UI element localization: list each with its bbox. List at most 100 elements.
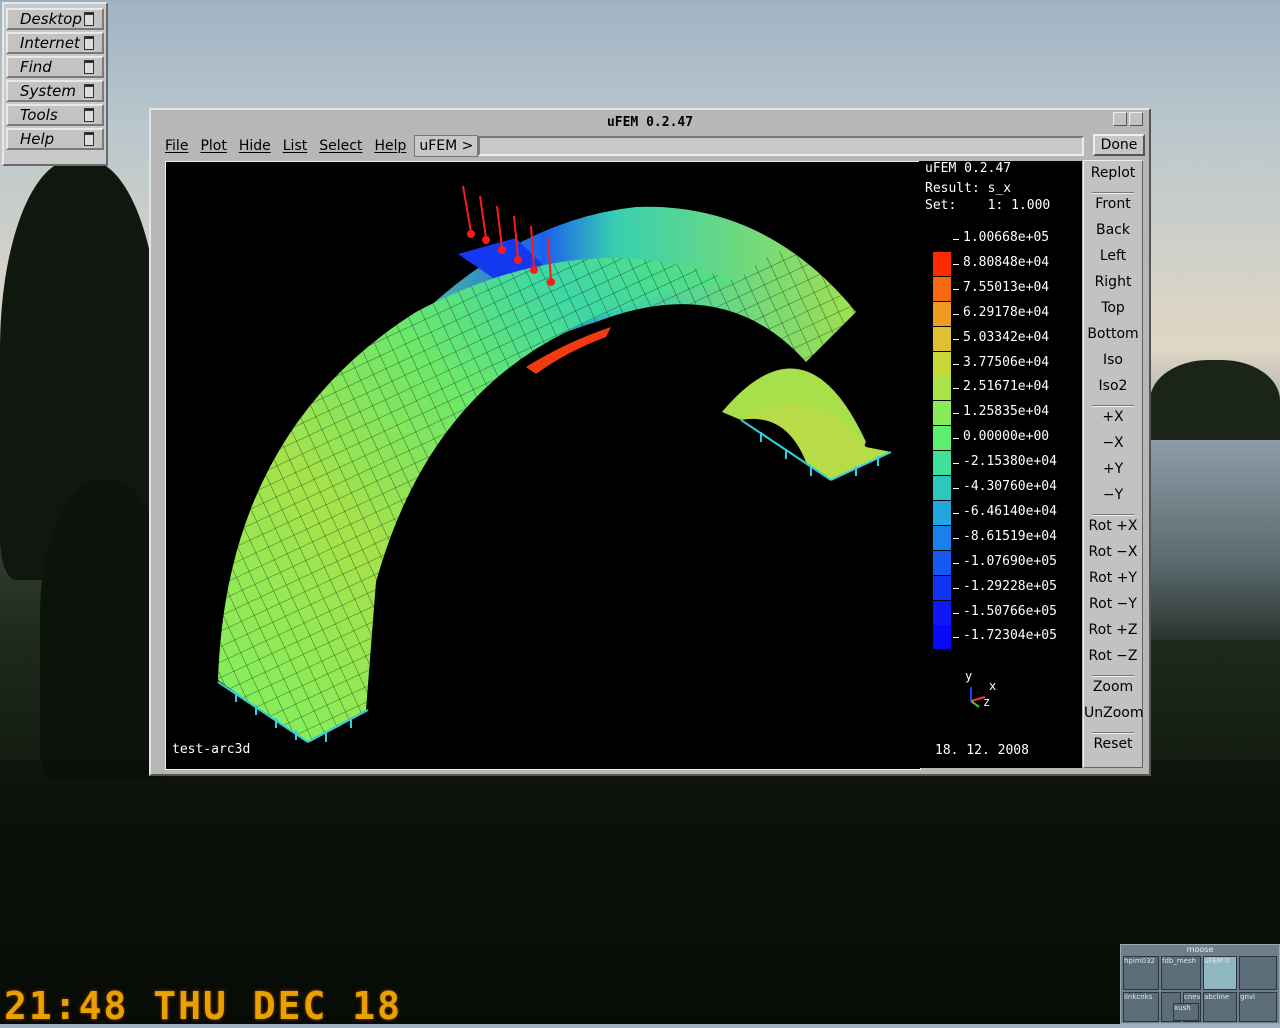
view-button-bottom[interactable]: Bottom — [1087, 326, 1139, 342]
view-button--y[interactable]: −Y — [1102, 487, 1124, 503]
view-button-iso[interactable]: Iso — [1103, 352, 1123, 368]
legend-tick — [953, 637, 959, 639]
view-button-left[interactable]: Left — [1099, 248, 1127, 264]
arch-back-leg — [722, 368, 866, 462]
result-label: Result: s_x — [925, 181, 1012, 196]
legend-tick — [953, 239, 959, 240]
stress-hotspot — [526, 327, 611, 374]
view-button-rot-x[interactable]: Rot +X — [1088, 518, 1138, 534]
legend-tick — [953, 338, 959, 340]
window-icon — [84, 108, 94, 122]
legend-tick — [953, 612, 959, 614]
legend-tick — [953, 463, 959, 465]
axis-triad-icon — [970, 687, 986, 708]
mesh-overlay — [218, 248, 856, 742]
menu-plot[interactable]: Plot — [200, 138, 227, 154]
plot-canvas[interactable]: test-arc3d — [165, 161, 921, 770]
desktop-menu-label: Tools — [20, 106, 58, 124]
desktop-menu-item-system[interactable]: System — [6, 80, 104, 102]
view-button-rot-y[interactable]: Rot −Y — [1089, 596, 1137, 612]
legend-swatch — [933, 276, 951, 301]
legend-tick — [953, 363, 959, 365]
legend-value: -8.61519e+04 — [963, 528, 1057, 544]
done-button[interactable]: Done — [1093, 134, 1145, 156]
window-icon — [84, 132, 94, 146]
view-button-right[interactable]: Right — [1094, 274, 1132, 290]
legend-swatch — [933, 500, 951, 525]
legend-panel: uFEM 0.2.47 Result: s_x Set: 1: 1.000 1.… — [919, 161, 1082, 768]
legend-value: -4.30760e+04 — [963, 479, 1057, 494]
pager-cell[interactable]: xush — [1173, 1003, 1199, 1021]
legend-value: 7.55013e+04 — [963, 279, 1050, 295]
view-button-iso2[interactable]: Iso2 — [1098, 378, 1128, 394]
pager-cell[interactable]: abcline — [1203, 992, 1237, 1022]
window-title: uFEM 0.2.47 — [155, 112, 1145, 132]
view-button-unzoom[interactable]: UnZoom — [1084, 705, 1144, 721]
desktop-menu-label: Desktop — [20, 10, 82, 28]
minimize-button[interactable] — [1113, 112, 1127, 126]
view-button-rot-y[interactable]: Rot +Y — [1089, 570, 1137, 586]
menu-list[interactable]: List — [282, 138, 308, 154]
desktop-pager[interactable]: moose hpim032 fdb_mesh uFEM 0 linkcnks c… — [1120, 944, 1280, 1024]
desktop-menu-label: Help — [20, 130, 55, 148]
view-separator — [1092, 405, 1134, 407]
view-button--x[interactable]: +X — [1102, 409, 1124, 425]
fem-model-plot — [217, 185, 892, 743]
legend-swatch — [933, 326, 951, 351]
view-button-replot[interactable]: Replot — [1090, 165, 1136, 181]
axis-y-label: y — [965, 669, 973, 683]
set-label: Set: 1: 1.000 — [925, 198, 1051, 213]
legend-tick — [953, 438, 959, 440]
command-input[interactable] — [478, 136, 1085, 156]
legend-swatch — [933, 301, 951, 326]
legend-tick — [953, 388, 959, 390]
legend-value: 1.00668e+05 — [963, 230, 1050, 245]
desktop-menu-item-find[interactable]: Find — [6, 56, 104, 78]
legend-swatch — [933, 376, 951, 401]
view-toolbar: Replot Front Back Left Right Top Bottom Iso Iso2… — [1083, 160, 1143, 768]
legend-swatch — [933, 550, 951, 575]
pager-cell[interactable]: hpim032 — [1123, 956, 1159, 990]
desktop-menu-item-internet[interactable]: Internet — [6, 32, 104, 54]
maximize-button[interactable] — [1129, 112, 1143, 126]
view-button--x[interactable]: −X — [1102, 435, 1124, 451]
view-button-front[interactable]: Front — [1095, 196, 1131, 212]
pager-cell[interactable]: gnvi — [1239, 992, 1277, 1022]
load-arrows — [462, 185, 555, 286]
desktop-menu-item-desktop[interactable]: Desktop — [6, 8, 104, 30]
axis-z-label: z — [983, 695, 991, 709]
view-button-rot-x[interactable]: Rot −X — [1088, 544, 1138, 560]
pager-cell[interactable]: linkcnks — [1123, 992, 1159, 1022]
legend-tick — [953, 263, 959, 265]
desktop-clock: 21:48 THU DEC 18 — [4, 984, 403, 1028]
legend-tick — [953, 587, 959, 589]
legend-swatch — [933, 426, 951, 451]
view-separator — [1092, 732, 1134, 734]
window-icon — [84, 12, 94, 26]
legend-value: 1.25835e+04 — [963, 404, 1050, 420]
view-button-back[interactable]: Back — [1096, 222, 1130, 238]
view-button-top[interactable]: Top — [1101, 300, 1125, 316]
view-button--y[interactable]: +Y — [1102, 461, 1124, 477]
view-button-reset[interactable]: Reset — [1093, 736, 1133, 752]
program-label: uFEM 0.2.47 — [925, 161, 1012, 176]
pager-cell[interactable]: fdb_mesh — [1161, 956, 1201, 990]
desktop-menu-item-help[interactable]: Help — [6, 128, 104, 150]
legend-swatch — [933, 476, 951, 500]
menu-hide[interactable]: Hide — [238, 138, 271, 154]
menu-bar: File Plot Hide List Select Help uFEM > — [159, 134, 1143, 158]
pager-cell-active[interactable]: uFEM 0 — [1203, 956, 1237, 990]
view-button-rot-z[interactable]: Rot +Z — [1088, 622, 1138, 638]
legend-swatch — [933, 401, 951, 426]
legend-value: -1.72304e+05 — [963, 628, 1057, 644]
menu-help[interactable]: Help — [374, 138, 407, 154]
menu-select[interactable]: Select — [319, 138, 363, 154]
pager-cell[interactable] — [1239, 956, 1277, 990]
view-button-zoom[interactable]: Zoom — [1092, 679, 1134, 695]
menu-file[interactable]: File — [165, 138, 189, 154]
legend-value: 6.29178e+04 — [963, 304, 1050, 320]
desktop-menu-item-tools[interactable]: Tools — [6, 104, 104, 126]
view-separator — [1092, 192, 1134, 194]
legend-value: -1.29228e+05 — [963, 578, 1057, 594]
view-button-rot-z[interactable]: Rot −Z — [1088, 648, 1138, 664]
